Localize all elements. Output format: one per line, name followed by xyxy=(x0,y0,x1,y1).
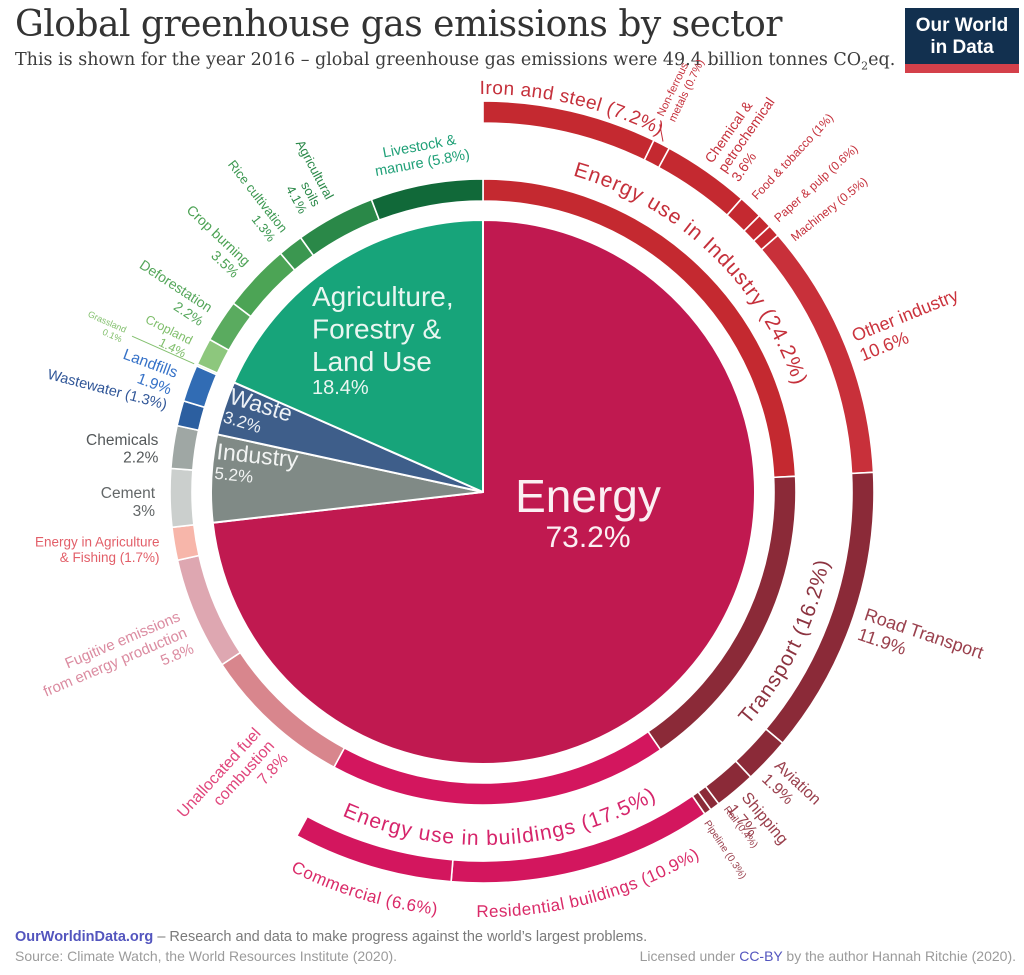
owid-logo-red-bar xyxy=(905,63,1019,73)
footer-tagline: OurWorldinData.org – Research and data t… xyxy=(15,929,648,945)
label-non-ferrous-metals: Non-ferrousmetals (0.7%) xyxy=(655,52,707,124)
inner-ring-segment-chemicals[interactable] xyxy=(170,424,200,471)
inner-ring-segment-livestock-manure[interactable] xyxy=(370,178,484,222)
chart-subtitle: This is shown for the year 2016 – global… xyxy=(15,50,896,73)
label-crop-burning: Crop burning3.5% xyxy=(173,202,254,281)
label-road-transport: Road Transport11.9% xyxy=(855,604,986,682)
label-energy-in-agriculture-fishing: Energy in Agriculture & Fishing (1.7%) xyxy=(35,534,160,565)
leader-line-grassland xyxy=(131,335,195,365)
outer-ring-segment-commercial[interactable] xyxy=(295,815,454,883)
inner-ring-segment-cement[interactable] xyxy=(169,467,195,529)
label-agricultural-soils: Agriculturalsoils4.1% xyxy=(266,137,337,216)
footer-license: Licensed under CC-BY by the author Hanna… xyxy=(639,948,1016,964)
label-grassland: Grassland0.1% xyxy=(82,309,128,344)
owid-site-link[interactable]: OurWorldinData.org xyxy=(15,929,154,945)
pie-label-energy: Energy 73.2% xyxy=(515,470,661,554)
label-other-industry: Other industry10.6% xyxy=(849,285,969,365)
cc-by-link[interactable]: CC-BY xyxy=(739,948,783,964)
owid-logo-text: Our World in Data xyxy=(915,15,1009,59)
leader-line-non-ferrous-metals xyxy=(659,124,664,142)
chart-footer: OurWorldinData.org – Research and data t… xyxy=(15,929,1016,964)
inner-ring-segment-energy-in-agriculture-fishing[interactable] xyxy=(171,523,200,562)
co2-subscript: 2 xyxy=(861,59,869,73)
label-unallocated-fuel-combustion: Unallocated fuelcombustion7.8% xyxy=(174,725,291,846)
label-machinery: Machinery (0.5%) xyxy=(788,174,870,244)
label-cement: Cement 3% xyxy=(101,485,156,520)
pie-label-agriculture-forestry-land-use: Agriculture, Forestry & Land Use 18.4% xyxy=(312,281,454,399)
arc-layer xyxy=(169,100,875,884)
label-deforestation: Deforestation2.2% xyxy=(128,256,215,329)
label-chemicals: Chemicals 2.2% xyxy=(86,432,159,467)
label-livestock-manure: Livestock &manure (5.8%) xyxy=(371,130,471,180)
pie-wedge-agriculture-forestry-land-use[interactable] xyxy=(233,219,484,493)
footer-source: Source: Climate Watch, the World Resourc… xyxy=(15,948,398,964)
chart-header: Global greenhouse gas emissions by secto… xyxy=(15,4,895,73)
owid-logo[interactable]: Our World in Data xyxy=(905,8,1019,73)
label-fugitive-emissions-from-energy-production: Fugitive emissionsfrom energy production… xyxy=(34,608,196,716)
page-title: Global greenhouse gas emissions by secto… xyxy=(15,4,782,45)
